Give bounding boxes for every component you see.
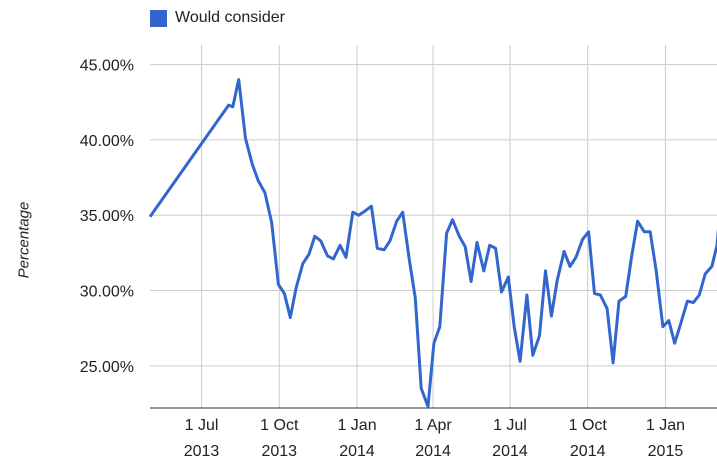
y-axis-label: Percentage — [15, 201, 33, 279]
x-tick-year-label: 2014 — [570, 443, 606, 460]
x-tick-year-label: 2013 — [184, 443, 220, 460]
x-tick-label: 1 Jan — [646, 417, 685, 434]
x-tick-label: 1 Jan — [337, 417, 376, 434]
y-tick-label: 45.00% — [80, 58, 134, 75]
y-tick-label: 25.00% — [80, 359, 134, 376]
x-tick-label: 1 Oct — [569, 417, 608, 434]
legend-swatch-would-consider — [150, 10, 167, 27]
legend-label-would-consider: Would consider — [175, 9, 285, 26]
y-tick-label: 35.00% — [80, 208, 134, 225]
x-tick-label: 1 Apr — [414, 417, 452, 434]
x-tick-year-label: 2015 — [648, 443, 684, 460]
x-tick-year-label: 2014 — [415, 443, 451, 460]
y-tick-label: 30.00% — [80, 284, 134, 301]
x-tick-label: 1 Oct — [260, 417, 299, 434]
x-tick-year-label: 2014 — [339, 443, 375, 460]
x-tick-label: 1 Jul — [493, 417, 527, 434]
x-tick-year-label: 2014 — [492, 443, 528, 460]
y-tick-label: 40.00% — [80, 133, 134, 150]
x-tick-label: 1 Jul — [185, 417, 219, 434]
x-tick-year-label: 2013 — [261, 443, 297, 460]
series-line-would-consider — [148, 78, 717, 408]
